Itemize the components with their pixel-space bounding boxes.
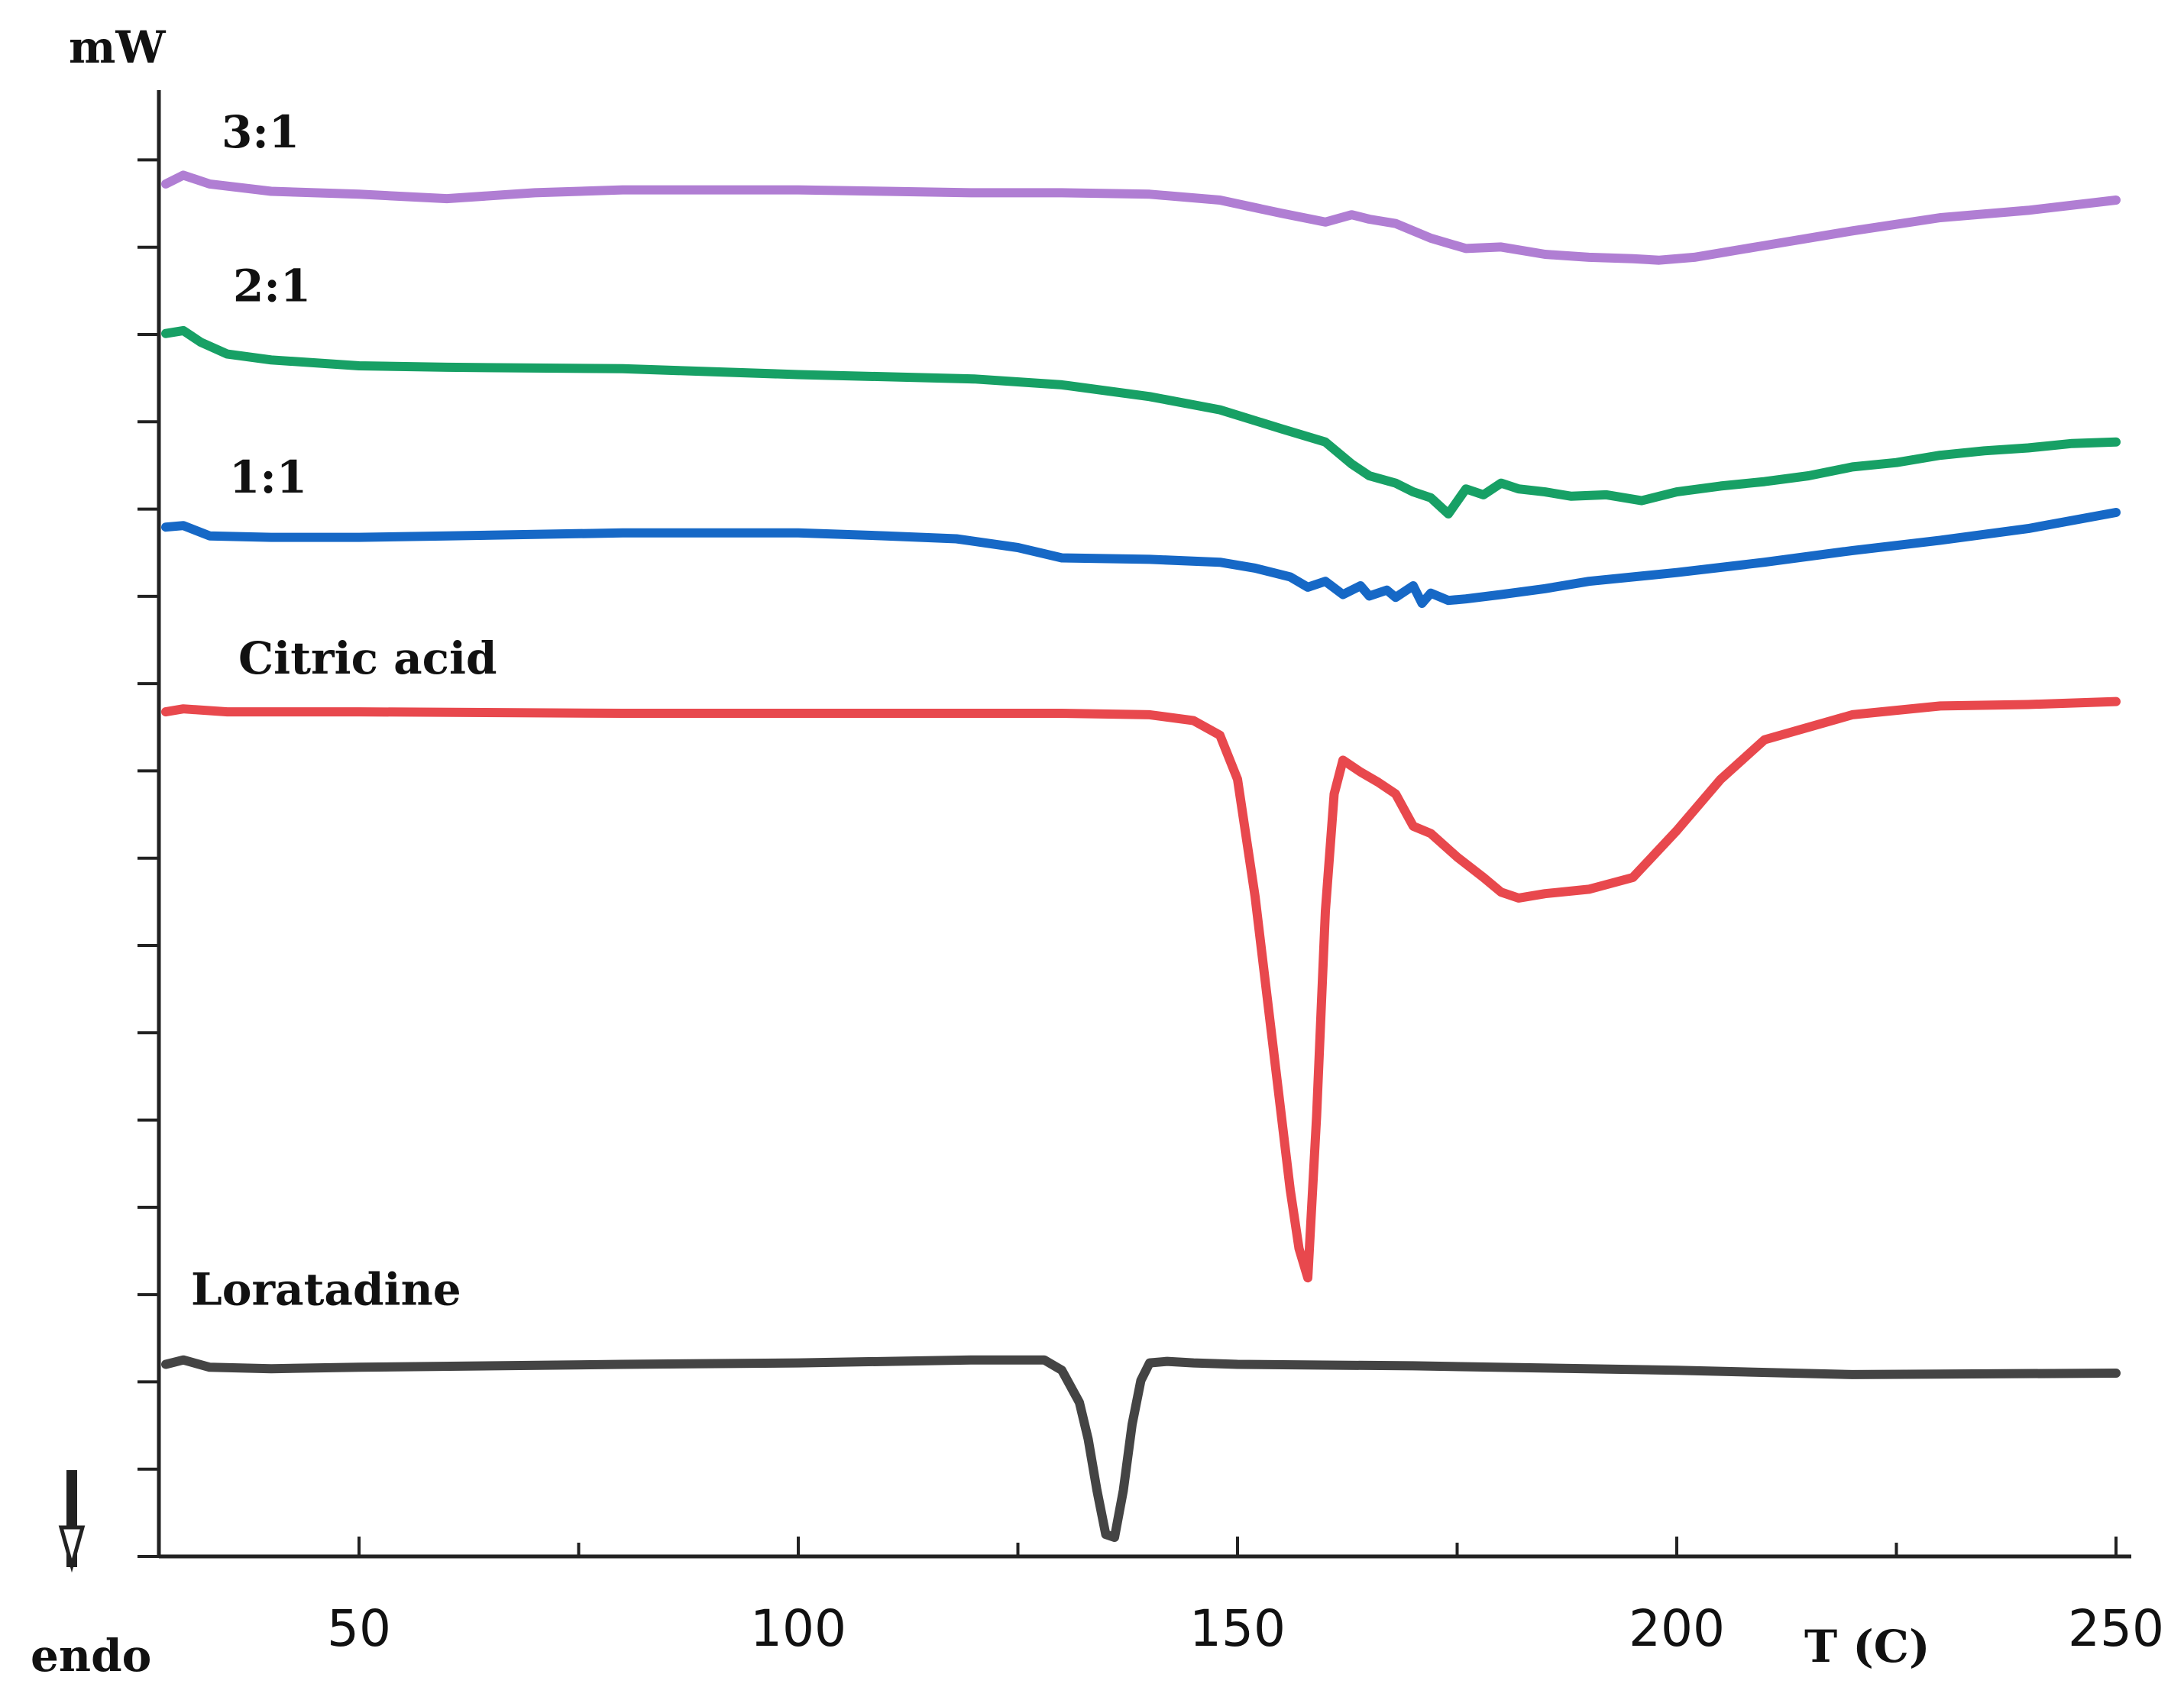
y-axis-label: mW [69,21,166,73]
series-label-3: 1:1 [229,451,307,503]
endo-arrow-icon [58,1470,86,1573]
series-label-4: Citric acid [238,632,497,684]
series-line-5 [161,1355,2121,1542]
x-tick-label: 250 [2068,1599,2164,1658]
series-line-1 [161,170,2121,265]
x-tick-label: 100 [750,1599,846,1658]
x-tick-labels: 50 100 150 200 250 [327,1599,2164,1658]
x-tick-label: 150 [1189,1599,1286,1658]
x-axis-label: T (C) [1804,1621,1930,1673]
x-ticks [358,1537,2118,1556]
endo-direction-label: endo [31,1630,151,1682]
series-line-4 [161,696,2121,1283]
x-tick-label: 50 [327,1599,391,1658]
y-ticks [138,158,159,1558]
series-label-1: 3:1 [222,106,299,158]
curves [161,170,2121,1542]
axes [157,90,2131,1559]
series-label-5: Loratadine [191,1263,461,1315]
series-labels: 3:1 2:1 1:1 Citric acid Loratadine [191,106,497,1316]
series-line-3 [161,508,2121,608]
x-tick-label: 200 [1629,1599,1725,1658]
series-label-2: 2:1 [233,260,311,312]
series-line-2 [161,325,2121,519]
